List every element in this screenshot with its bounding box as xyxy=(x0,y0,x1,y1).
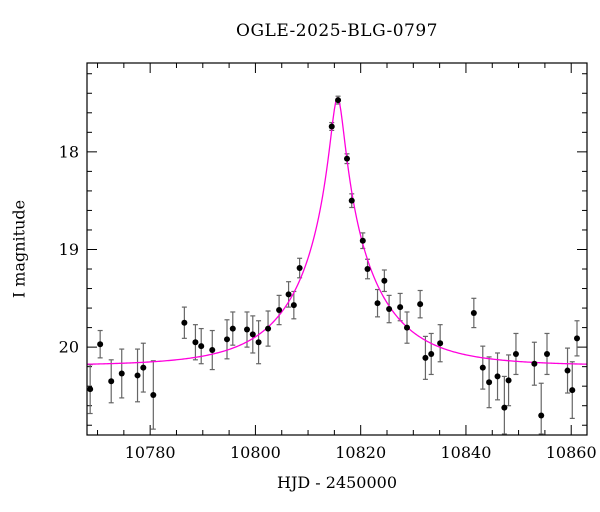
data-point xyxy=(386,306,393,313)
plot-title: OGLE-2025-BLG-0797 xyxy=(236,21,438,41)
data-point xyxy=(97,341,104,348)
x-tick-label: 10780 xyxy=(125,443,176,462)
data-point xyxy=(569,387,576,394)
data-point xyxy=(404,324,410,331)
data-point xyxy=(437,340,444,347)
data-point xyxy=(140,364,147,371)
x-tick-label: 10840 xyxy=(440,443,491,462)
data-point xyxy=(470,309,477,316)
x-tick-label: 10800 xyxy=(230,443,281,462)
data-point xyxy=(417,301,424,308)
data-point xyxy=(290,302,297,309)
data-point xyxy=(108,378,115,385)
data-point xyxy=(244,326,250,333)
data-point xyxy=(118,370,125,377)
data-point xyxy=(364,266,371,273)
data-point xyxy=(134,372,141,379)
data-point xyxy=(531,360,538,367)
data-point xyxy=(501,404,508,411)
data-point xyxy=(335,97,342,104)
data-point xyxy=(229,325,236,332)
data-point xyxy=(192,339,199,346)
data-point xyxy=(494,373,501,380)
data-point xyxy=(87,386,94,393)
data-point xyxy=(564,367,571,374)
data-point xyxy=(544,350,550,357)
data-point xyxy=(328,123,335,130)
data-point xyxy=(512,350,519,357)
data-point xyxy=(344,155,350,162)
data-point xyxy=(296,265,303,272)
data-point xyxy=(428,350,435,357)
data-point xyxy=(397,304,404,311)
data-point xyxy=(538,412,545,419)
data-point xyxy=(486,379,493,386)
y-tick-label: 18 xyxy=(59,142,79,161)
model-curve xyxy=(86,97,588,365)
plot-frame xyxy=(86,62,588,436)
data-point xyxy=(505,377,512,384)
data-point xyxy=(276,307,283,314)
data-point xyxy=(381,277,388,284)
data-point xyxy=(479,364,486,371)
y-tick-label: 20 xyxy=(59,338,79,357)
data-point xyxy=(359,237,366,244)
x-axis-label: HJD - 2450000 xyxy=(276,473,398,492)
data-point xyxy=(181,319,188,326)
data-point xyxy=(265,325,272,332)
x-tick-label: 10860 xyxy=(546,443,597,462)
data-point xyxy=(150,391,157,398)
data-point xyxy=(209,347,216,354)
data-point xyxy=(249,331,256,338)
x-tick-label: 10820 xyxy=(335,443,386,462)
data-point xyxy=(374,300,381,307)
data-point xyxy=(574,335,580,342)
y-tick-label: 19 xyxy=(59,240,79,259)
data-point xyxy=(198,343,205,350)
data-point xyxy=(285,291,292,298)
data-point xyxy=(348,197,355,204)
data-point xyxy=(255,339,262,346)
data-point xyxy=(422,354,429,361)
data-point xyxy=(224,336,230,343)
